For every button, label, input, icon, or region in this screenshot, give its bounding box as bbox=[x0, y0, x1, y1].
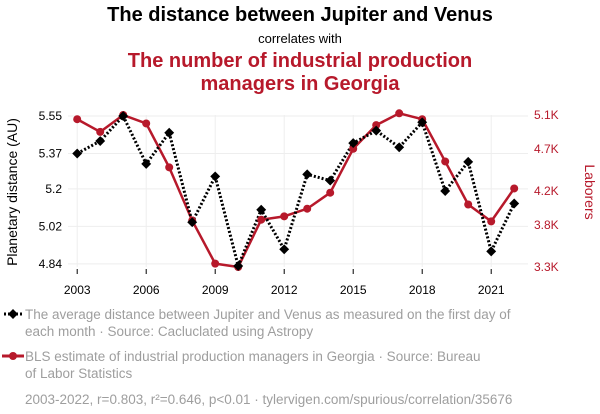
point-distance bbox=[348, 138, 359, 149]
point-distance bbox=[72, 148, 83, 159]
point-managers bbox=[165, 163, 174, 172]
point-managers bbox=[464, 200, 473, 209]
left-tick-label: 5.37 bbox=[39, 147, 63, 161]
legend-swatch-managers-marker bbox=[9, 352, 17, 360]
chart-title-2-line-2: managers in Georgia bbox=[201, 73, 401, 95]
right-tick-label: 4.7K bbox=[534, 142, 559, 156]
series-lines bbox=[76, 112, 516, 269]
point-managers bbox=[372, 121, 381, 130]
point-distance bbox=[279, 244, 290, 255]
legend-swatch-distance-marker bbox=[8, 309, 18, 319]
x-tick-label: 2021 bbox=[478, 283, 505, 297]
point-managers bbox=[395, 109, 404, 118]
point-distance bbox=[325, 175, 336, 186]
point-distance bbox=[141, 158, 152, 169]
legend-distance-line-1: The average distance between Jupiter and… bbox=[25, 307, 511, 322]
legend-managers-line-1: BLS estimate of industrial production ma… bbox=[25, 349, 481, 364]
point-distance bbox=[164, 127, 175, 138]
x-tick-label: 2015 bbox=[340, 283, 367, 297]
point-distance bbox=[118, 111, 129, 121]
right-axis-title: Laborers bbox=[582, 164, 598, 219]
point-distance bbox=[463, 156, 474, 167]
point-managers bbox=[96, 127, 105, 136]
right-tick-label: 3.8K bbox=[534, 218, 559, 232]
x-axis-ticks: 2003 2006 2009 2012 2015 2018 2021 bbox=[64, 269, 505, 297]
left-tick-label: 5.02 bbox=[39, 219, 63, 233]
point-managers bbox=[211, 259, 220, 268]
series-line-distance bbox=[76, 114, 516, 268]
x-tick-label: 2018 bbox=[409, 283, 436, 297]
right-axis-ticks: 3.3K 3.8K 4.2K 4.7K 5.1K bbox=[534, 108, 559, 274]
point-managers bbox=[326, 188, 335, 197]
footer-stats: 2003-2022, r=0.803, r²=0.646, p<0.01 · t… bbox=[25, 392, 512, 407]
left-axis-title: Planetary distance (AU) bbox=[4, 118, 20, 266]
right-tick-label: 4.2K bbox=[534, 184, 559, 198]
point-distance bbox=[486, 246, 497, 257]
x-tick-label: 2006 bbox=[133, 283, 160, 297]
point-distance bbox=[210, 171, 221, 182]
point-distance bbox=[233, 261, 244, 271]
series-markers bbox=[72, 109, 520, 271]
legend-managers-line-2: of Labor Statistics bbox=[25, 366, 133, 381]
point-managers bbox=[510, 184, 519, 193]
right-tick-label: 5.1K bbox=[534, 108, 559, 122]
chart-title-2-line-1: The number of industrial production bbox=[128, 50, 472, 72]
chart-subtitle: correlates with bbox=[258, 31, 342, 46]
point-managers bbox=[303, 204, 312, 213]
point-distance bbox=[440, 186, 451, 196]
point-managers bbox=[73, 115, 82, 124]
point-managers bbox=[280, 212, 289, 221]
point-distance bbox=[509, 198, 520, 209]
point-managers bbox=[441, 157, 450, 166]
point-managers bbox=[257, 215, 266, 224]
left-tick-label: 5.2 bbox=[45, 182, 62, 196]
left-tick-label: 4.84 bbox=[39, 257, 63, 271]
point-managers bbox=[142, 119, 151, 128]
point-distance bbox=[302, 169, 313, 180]
point-distance bbox=[256, 204, 267, 215]
x-tick-label: 2009 bbox=[202, 283, 229, 297]
legend-distance-line-2: each month · Source: Cacluclated using A… bbox=[25, 324, 313, 339]
chart-title: The distance between Jupiter and Venus bbox=[107, 4, 493, 26]
point-distance bbox=[187, 217, 198, 228]
point-distance bbox=[394, 142, 405, 153]
point-managers bbox=[487, 217, 496, 226]
x-tick-label: 2003 bbox=[64, 283, 91, 297]
point-distance bbox=[371, 125, 382, 136]
left-axis-ticks: 4.84 5.02 5.2 5.37 5.55 bbox=[39, 109, 63, 271]
left-tick-label: 5.55 bbox=[39, 109, 63, 123]
point-managers bbox=[349, 144, 358, 153]
x-tick-label: 2012 bbox=[271, 283, 298, 297]
legend: The average distance between Jupiter and… bbox=[2, 307, 511, 381]
point-distance bbox=[95, 136, 106, 146]
grid bbox=[68, 115, 528, 267]
right-tick-label: 3.3K bbox=[534, 260, 559, 274]
